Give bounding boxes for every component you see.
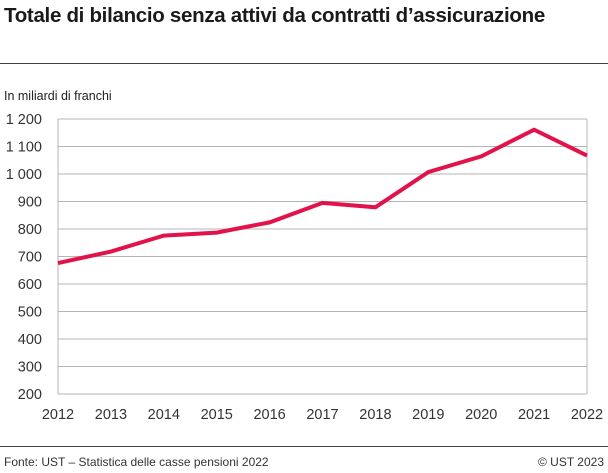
copyright: © UST 2023: [538, 455, 604, 469]
x-tick-label: 2020: [465, 407, 497, 423]
y-tick-label: 800: [18, 222, 42, 238]
x-tick-label: 2022: [571, 407, 603, 423]
y-tick-label: 600: [18, 277, 42, 293]
x-tick-label: 2021: [518, 407, 550, 423]
y-tick-label: 900: [18, 195, 42, 211]
y-tick-label: 1 200: [6, 112, 42, 128]
title-divider: [0, 63, 608, 64]
x-tick-label: 2012: [42, 407, 74, 423]
y-tick-label: 400: [18, 332, 42, 348]
chart-title: Totale di bilancio senza attivi da contr…: [4, 4, 545, 27]
x-tick-label: 2013: [95, 407, 127, 423]
y-tick-label: 1 100: [6, 140, 42, 156]
x-tick-label: 2019: [412, 407, 444, 423]
y-tick-label: 1 000: [6, 167, 42, 183]
y-tick-label: 700: [18, 250, 42, 266]
y-tick-label: 200: [18, 387, 42, 403]
x-tick-label: 2015: [201, 407, 233, 423]
y-axis-label: In miliardi di franchi: [4, 89, 112, 103]
series-line: [57, 127, 588, 266]
y-tick-label: 500: [18, 305, 42, 321]
x-tick-label: 2017: [306, 407, 338, 423]
source-note: Fonte: UST – Statistica delle casse pens…: [4, 455, 269, 469]
x-tick-label: 2018: [359, 407, 391, 423]
y-tick-label: 300: [18, 360, 42, 376]
x-tick-label: 2016: [253, 407, 285, 423]
footer-divider: [0, 446, 608, 447]
x-tick-label: 2014: [148, 407, 180, 423]
